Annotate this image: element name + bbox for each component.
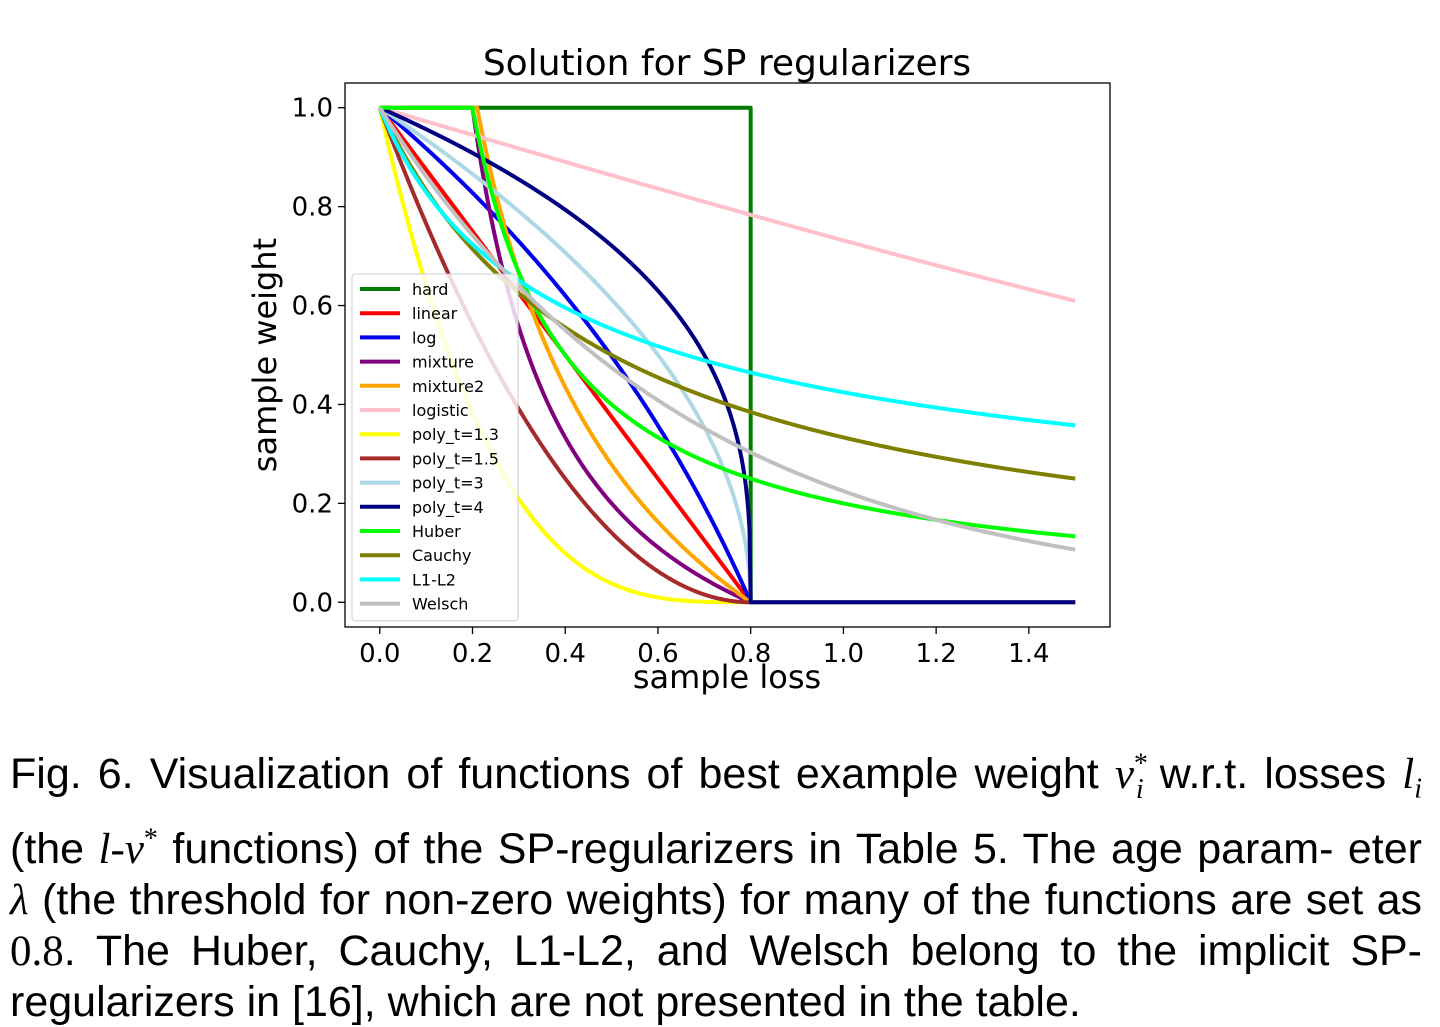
caption-text: Fig. 6. Visualization of functions of be… xyxy=(10,750,1115,799)
series-layer xyxy=(377,105,1077,605)
caption-line-4: set as 0.8. The Huber, Cauchy, L1-L2, an… xyxy=(10,876,1422,975)
x-tick-label: 0.2 xyxy=(452,639,493,669)
series-line-logistic xyxy=(378,105,1077,303)
caption-text: (the xyxy=(10,825,99,874)
y-axis-label: sample weight xyxy=(246,238,284,472)
caption-text: (the threshold for non-zero weights) for… xyxy=(28,876,1293,925)
axes-frame xyxy=(344,82,1111,628)
caption-math: l xyxy=(1402,751,1415,799)
x-tick-label: 1.2 xyxy=(915,639,956,669)
caption-math: v xyxy=(1114,751,1134,799)
legend-label: hard xyxy=(412,280,448,299)
caption-math: v xyxy=(124,826,144,874)
chart-title: Solution for SP regularizers xyxy=(483,43,971,84)
x-tick-label: 1.4 xyxy=(1008,639,1049,669)
x-tick-label: 0.8 xyxy=(730,639,771,669)
legend-label: log xyxy=(412,328,436,347)
caption-math: l xyxy=(98,826,111,874)
caption-math: - xyxy=(110,826,125,874)
caption-math: 0.8 xyxy=(10,928,64,976)
y-tick-label: 0.0 xyxy=(292,588,333,618)
y-tick-label: 0.8 xyxy=(292,193,333,223)
caption-text: functions) of the SP-regularizers in Tab… xyxy=(157,825,1334,874)
caption-math: * xyxy=(143,823,158,855)
caption-math: i xyxy=(1135,773,1144,805)
caption-text: eter xyxy=(1347,825,1422,874)
caption-math: i xyxy=(1414,773,1422,805)
legend-label: poly_t=1.3 xyxy=(412,425,499,445)
caption-math: λ xyxy=(10,877,29,925)
sp-regularizer-chart: Solution for SP regularizers 0.0 0.2 0.4 0.… xyxy=(246,43,1111,696)
caption-line-3: eter λ (the threshold for non-zero weigh… xyxy=(10,825,1422,924)
caption-line-2: li (the l-v* functions) of the SP-regula… xyxy=(10,750,1422,873)
legend-label: poly_t=4 xyxy=(412,498,484,518)
ticks-layer: 0.0 0.2 0.4 0.6 0.8 1.0 1.2 1.4 0.0 0.2 0.4 0.6 0.8 1… xyxy=(292,94,1050,669)
x-axis-label: sample loss xyxy=(633,658,821,696)
legend-label: Cauchy xyxy=(412,546,472,565)
x-tick-label: 1.0 xyxy=(823,639,864,669)
legend-label: mixture xyxy=(412,353,474,372)
legend-label: poly_t=1.5 xyxy=(412,449,499,469)
legend-label: Huber xyxy=(412,522,461,541)
caption-text: set as xyxy=(1305,876,1422,925)
legend-label: mixture2 xyxy=(412,377,484,396)
y-tick-label: 0.2 xyxy=(292,489,333,519)
legend-label: poly_t=3 xyxy=(412,474,484,494)
series-line-welsch xyxy=(378,106,1077,552)
x-tick-label: 0.0 xyxy=(359,639,400,669)
series-line-cauchy xyxy=(377,106,1077,481)
legend: hard linear log mixture mixture2 logistic poly… xyxy=(351,273,519,622)
caption-math: * xyxy=(1133,749,1148,780)
figure: Solution for SP regularizers 0.0 0.2 0.4 0.… xyxy=(246,43,1111,696)
series-line-huber xyxy=(378,105,1077,539)
x-tick-label: 0.4 xyxy=(545,639,586,669)
y-tick-label: 1.0 xyxy=(292,94,333,124)
legend-label: linear xyxy=(412,304,458,323)
y-tick-label: 0.4 xyxy=(292,390,333,420)
figure-caption: Fig. 6. Visualization of functions of be… xyxy=(10,740,1422,1027)
legend-label: logistic xyxy=(412,401,469,420)
y-tick-label: 0.6 xyxy=(292,292,333,322)
x-tick-label: 0.6 xyxy=(637,639,678,669)
legend-label: Welsch xyxy=(412,595,468,614)
caption-text: w.r.t. losses xyxy=(1143,750,1387,799)
legend-box xyxy=(351,273,519,622)
legend-label: L1-L2 xyxy=(412,570,456,589)
caption-text: . The Huber, Cauchy, L1-L2, and Welsch b… xyxy=(63,927,1330,976)
caption-line-1: Fig. 6. Visualization of functions of be… xyxy=(10,749,1387,805)
